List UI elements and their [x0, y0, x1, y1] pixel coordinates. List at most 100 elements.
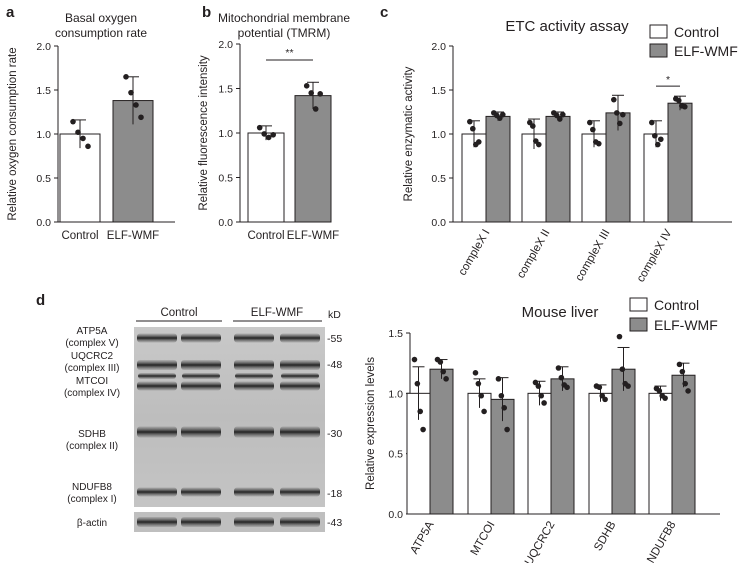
chart-c-point-control [536, 141, 542, 148]
chart-c-bar-elf-wmf [485, 115, 511, 223]
chart-d-point-control [602, 396, 608, 403]
panel-letter-c: c [380, 4, 388, 21]
legend-d-treatment-label: ELF-WMF [654, 317, 718, 333]
blot-membrane [134, 327, 325, 507]
chart-c-bar-elf-wmf [545, 115, 571, 223]
chart-c-point-control [658, 136, 664, 143]
chart-b-title-line1: Mitochondrial membrane [218, 11, 350, 25]
chart-b-ytick-label: 1.5 [218, 84, 233, 96]
chart-d-point-elf-wmf [440, 368, 447, 375]
chart-b-point-control [270, 131, 277, 138]
blot-band-atp5a [181, 333, 221, 343]
chart-d-point-elf-wmf [498, 392, 505, 399]
chart-a-point-control [80, 135, 86, 142]
blot-band-ndufb8 [234, 487, 274, 497]
chart-a-title-line2: consumption rate [55, 26, 147, 40]
blot-label-uqcrc2-sub: (complex III) [64, 363, 119, 374]
chart-b-point-elf-wmf [308, 90, 315, 96]
blot-marker-43: -43 [327, 517, 342, 529]
blot-band-ndufb8 [137, 487, 177, 497]
chart-d-bar-control [588, 392, 613, 515]
chart-c-xtick-label: compleX II [515, 228, 553, 281]
chart-d-point-control [541, 400, 547, 406]
blot-actin-bands [137, 517, 320, 527]
blot-band-actin [137, 517, 177, 527]
blot-label-mtcoi-sub: (complex IV) [64, 388, 120, 399]
blot-band-mtcoi [234, 381, 274, 391]
chart-c-point-elf-wmf [611, 96, 617, 103]
chart-c-bar-elf-wmf [667, 102, 693, 223]
chart-b-xtick-label: Control [247, 230, 284, 242]
chart-d-bar-elf-wmf [671, 374, 696, 515]
chart-c-point-elf-wmf [557, 116, 563, 122]
chart-d-point-elf-wmf [555, 365, 562, 371]
blot-marker-30: -30 [327, 428, 342, 440]
chart-b-xtick-label: ELF-WMF [287, 230, 339, 242]
chart-c-ylabel: Relative enzymatic activity [403, 66, 415, 201]
chart-b-bar-control [247, 132, 285, 223]
chart-d-point-control [420, 426, 426, 433]
blot-band-mtcoi [181, 381, 221, 391]
chart-c-ytick-label: 0.5 [431, 173, 446, 185]
chart-b-point-control [261, 131, 268, 137]
chart-b-ytick-label: 0.5 [218, 173, 233, 185]
chart-c-point-elf-wmf [500, 111, 506, 118]
chart-a-point-elf-wmf [133, 102, 139, 108]
chart-c-point-control [649, 119, 655, 126]
chart-d-point-elf-wmf [676, 361, 683, 368]
chart-d-point-elf-wmf [679, 368, 686, 375]
chart-b: 0.0 0.5 1.0 1.5 2.0 Relative fluorescence int… [198, 39, 339, 242]
chart-d-point-elf-wmf [682, 380, 689, 387]
chart-d-ytick-label: 0.5 [388, 449, 403, 461]
chart-a-title-line1: Basal oxygen [65, 11, 137, 25]
panel-letter-a: a [6, 4, 15, 21]
chart-c-point-control [587, 119, 593, 126]
chart-d-point-control [538, 392, 545, 399]
chart-a-ytick-label: 0.5 [36, 173, 51, 185]
chart-d-point-control [414, 380, 421, 387]
legend-d-control-swatch [629, 297, 648, 312]
chart-c-title: ETC activity assay [505, 18, 629, 35]
blot-band-sdhb [234, 426, 274, 438]
chart-d-point-elf-wmf [504, 426, 510, 433]
panel-letter-b: b [202, 4, 211, 21]
chart-c-point-control [655, 141, 661, 148]
chart-d-point-elf-wmf [685, 388, 691, 394]
chart-b-bar-elf-wmf [294, 95, 332, 223]
chart-b-point-elf-wmf [303, 83, 310, 89]
chart-a-point-control [85, 143, 91, 150]
blot-band-uqcrc2-lower [235, 373, 273, 379]
chart-d-ytick-label: 1.5 [388, 328, 403, 340]
chart-d-point-elf-wmf [495, 376, 502, 382]
blot-label-sdhb-sub: (complex II) [66, 441, 118, 452]
legend-c: Control ELF-WMF [649, 24, 738, 59]
blot-band-uqcrc2-lower [281, 373, 319, 379]
chart-b-ytick-label: 1.0 [218, 128, 233, 140]
chart-d-point-control [535, 383, 542, 389]
blot-group-elfwmf: ELF-WMF [251, 307, 303, 319]
blot-label-atp5a: ATP5A [77, 326, 108, 337]
chart-d-point-elf-wmf [558, 374, 565, 381]
chart-d-ytick-label: 0.0 [388, 509, 403, 521]
blot-band-mtcoi [137, 381, 177, 391]
chart-c-point-elf-wmf [617, 120, 623, 127]
chart-c-point-control [652, 132, 658, 139]
chart-a-ytick-label: 2.0 [36, 41, 51, 53]
chart-c-point-control [530, 123, 536, 129]
chart-b-title-line2: potential (TMRM) [238, 26, 331, 40]
blot-loading-membrane [134, 512, 325, 532]
legend-d: Control ELF-WMF [629, 297, 718, 333]
chart-c-bar-control [461, 133, 487, 223]
chart-a-ytick-label: 1.0 [36, 129, 51, 141]
chart-a-xtick-label: ELF-WMF [107, 230, 159, 242]
chart-b-ylabel: Relative fluorescence intensity [198, 55, 210, 211]
chart-d-xtick-label: NDUFB8 [645, 520, 678, 563]
blot-band-uqcrc2 [181, 360, 221, 370]
chart-a-bar-control [59, 133, 101, 223]
chart-a-point-elf-wmf [138, 114, 144, 121]
chart-b-point-control [256, 124, 263, 131]
chart-b-significance-label: ** [285, 47, 293, 59]
chart-b-point-elf-wmf [317, 91, 324, 97]
chart-d-bar-elf-wmf [550, 378, 575, 515]
chart-c-point-elf-wmf [676, 97, 682, 104]
